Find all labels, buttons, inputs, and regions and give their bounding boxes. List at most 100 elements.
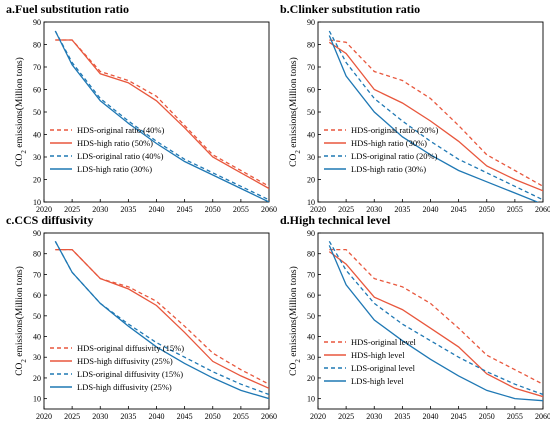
x-tick-label: 2060 <box>535 205 550 214</box>
x-tick-label: 2030 <box>92 412 108 421</box>
legend-entry: LDS-high ratio (30%) <box>77 164 152 174</box>
x-tick-label: 2040 <box>149 205 165 214</box>
series-line-3 <box>54 30 269 202</box>
y-tick-label: 80 <box>307 41 315 50</box>
y-tick-label: 10 <box>307 395 315 404</box>
y-tick-label: 80 <box>307 250 315 259</box>
x-tick-label: 2045 <box>177 412 193 421</box>
legend-entry: LDS-high ratio (30%) <box>351 164 426 174</box>
legend-entry: HDS-high diffusivity (25%) <box>77 356 173 366</box>
y-tick-label: 70 <box>307 63 315 72</box>
y-tick-label: 20 <box>307 176 315 185</box>
y-tick-label: 30 <box>307 353 315 362</box>
x-tick-label: 2055 <box>507 412 523 421</box>
x-tick-label: 2055 <box>233 412 249 421</box>
legend-entry: HDS-high ratio (30%) <box>351 138 427 148</box>
y-tick-label: 50 <box>33 312 41 321</box>
x-tick-label: 2040 <box>423 205 439 214</box>
x-tick-label: 2030 <box>366 412 382 421</box>
x-tick-label: 2030 <box>366 205 382 214</box>
y-tick-label: 40 <box>33 333 41 342</box>
x-tick-label: 2045 <box>451 205 467 214</box>
panel-title: d.High technical level <box>280 213 391 227</box>
y-tick-label: 40 <box>307 131 315 140</box>
series-line-3 <box>54 240 269 400</box>
x-tick-label: 2060 <box>261 205 277 214</box>
legend-entry: LDS-original ratio (40%) <box>77 151 164 161</box>
x-tick-label: 2035 <box>120 412 136 421</box>
y-axis-label: CO2 emissions(Million tons) <box>14 266 28 376</box>
y-tick-label: 30 <box>33 153 41 162</box>
y-tick-label: 70 <box>33 270 41 279</box>
legend-entry: HDS-high ratio (50%) <box>77 138 153 148</box>
y-tick-label: 90 <box>307 229 315 238</box>
y-tick-label: 50 <box>307 312 315 321</box>
legend-entry: HDS-original ratio (40%) <box>77 125 165 135</box>
x-tick-label: 2050 <box>205 205 221 214</box>
y-tick-label: 10 <box>33 395 41 404</box>
x-tick-label: 2025 <box>338 412 354 421</box>
x-tick-label: 2035 <box>394 412 410 421</box>
panel-title: b.Clinker substitution ratio <box>280 2 420 16</box>
x-tick-label: 2030 <box>92 205 108 214</box>
y-tick-label: 20 <box>33 176 41 185</box>
y-tick-label: 40 <box>33 131 41 140</box>
y-axis-label: CO2 emissions(Million tons) <box>14 57 28 167</box>
x-tick-label: 2050 <box>479 205 495 214</box>
series-line-1 <box>328 41 543 192</box>
y-tick-label: 20 <box>33 374 41 383</box>
x-tick-label: 2060 <box>261 412 277 421</box>
legend-entry: HDS-original ratio (20%) <box>351 125 439 135</box>
legend-entry: LDS-high level <box>351 376 404 386</box>
series-line-3 <box>328 245 543 402</box>
x-tick-label: 2020 <box>310 205 326 214</box>
y-tick-label: 60 <box>307 86 315 95</box>
y-tick-label: 90 <box>33 18 41 27</box>
y-tick-label: 80 <box>33 250 41 259</box>
panel-title: c.CCS diffusivity <box>6 213 93 227</box>
y-tick-label: 60 <box>307 291 315 300</box>
series-line-0 <box>329 248 543 385</box>
series-line-2 <box>54 30 269 201</box>
x-tick-label: 2020 <box>36 205 52 214</box>
y-tick-label: 70 <box>33 63 41 72</box>
x-tick-label: 2050 <box>205 412 221 421</box>
x-tick-label: 2060 <box>535 412 550 421</box>
series-line-2 <box>328 30 543 201</box>
y-tick-label: 90 <box>33 229 41 238</box>
series-line-3 <box>328 35 540 202</box>
x-tick-label: 2025 <box>64 412 80 421</box>
x-tick-label: 2025 <box>338 205 354 214</box>
y-tick-label: 30 <box>307 153 315 162</box>
x-tick-label: 2020 <box>310 412 326 421</box>
y-tick-label: 70 <box>307 270 315 279</box>
series-line-1 <box>328 251 543 398</box>
x-tick-label: 2020 <box>36 412 52 421</box>
y-tick-label: 10 <box>33 198 41 207</box>
x-tick-label: 2055 <box>233 205 249 214</box>
x-tick-label: 2050 <box>479 412 495 421</box>
y-tick-label: 80 <box>33 41 41 50</box>
legend-entry: HDS-original diffusivity (15%) <box>77 343 184 353</box>
x-tick-label: 2040 <box>423 412 439 421</box>
y-tick-label: 60 <box>33 86 41 95</box>
legend-entry: HDS-high level <box>351 350 405 360</box>
legend-entry: HDS-original level <box>351 337 417 347</box>
chart-panel-3: d.High technical level 2020 2025 2030 2035 20… <box>280 213 550 421</box>
y-tick-label: 60 <box>33 291 41 300</box>
x-tick-label: 2055 <box>507 205 523 214</box>
x-tick-label: 2035 <box>394 205 410 214</box>
x-tick-label: 2035 <box>120 205 136 214</box>
y-tick-label: 30 <box>33 353 41 362</box>
x-tick-label: 2025 <box>64 205 80 214</box>
series-line-1 <box>55 248 269 389</box>
series-line-1 <box>55 39 269 190</box>
y-tick-label: 40 <box>307 333 315 342</box>
legend-entry: LDS-original ratio (20%) <box>351 151 438 161</box>
y-tick-label: 10 <box>307 198 315 207</box>
legend-entry: LDS-high diffusivity (25%) <box>77 382 172 392</box>
y-axis-label: CO2 emissions(Million tons) <box>288 57 302 167</box>
x-tick-label: 2045 <box>177 205 193 214</box>
